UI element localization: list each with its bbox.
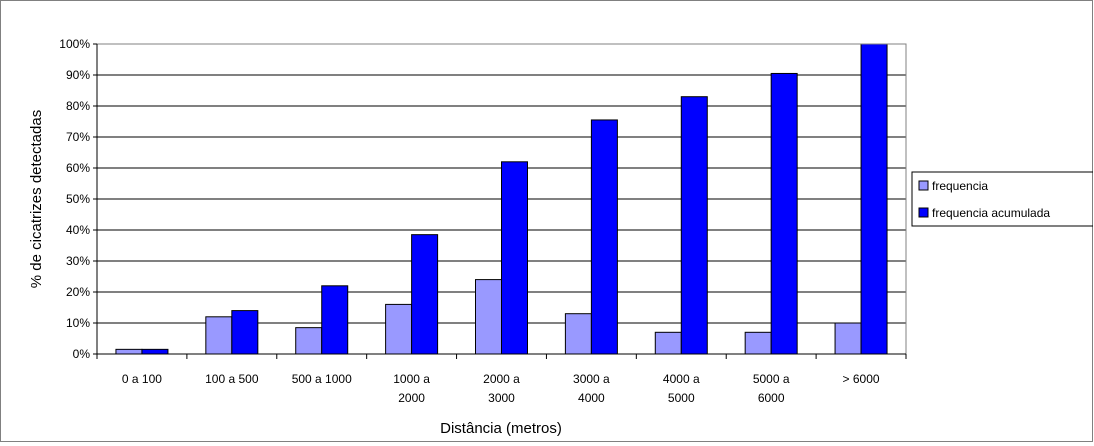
y-tick-label: 50%: [66, 192, 90, 206]
x-tick-label: 2000 a 3000: [483, 372, 520, 405]
y-tick-label: 20%: [66, 285, 90, 299]
y-tick-label: 70%: [66, 130, 90, 144]
bar-frequencia-acumulada: [411, 234, 439, 355]
legend-label-frequencia-acumulada: frequencia acumulada: [932, 206, 1050, 220]
x-tick-label: 100 a 500: [205, 372, 259, 386]
x-tick-label: > 6000: [843, 372, 880, 386]
bars: [115, 43, 888, 355]
bar-frequencia: [115, 348, 143, 355]
y-tick-label: 100%: [59, 37, 90, 51]
bar-frequencia: [475, 279, 502, 355]
x-tick-label: 1000 a 2000: [393, 372, 430, 405]
x-tick-label: 500 a 1000: [292, 372, 352, 386]
legend-swatch-frequencia-acumulada: [918, 207, 929, 218]
y-axis-label: % de cicatrizes detectadas: [28, 110, 45, 288]
y-tick-labels: 0% 10% 20% 30% 40% 50% 60% 70% 80% 90% 100%: [59, 37, 90, 361]
y-tick-label: 40%: [66, 223, 90, 237]
bar-frequencia-acumulada: [321, 285, 349, 355]
bar-frequencia: [654, 331, 682, 355]
bar-frequencia-acumulada: [680, 96, 708, 355]
bar-frequencia: [205, 316, 233, 355]
legend-swatch-frequencia: [918, 180, 929, 191]
y-tick-label: 60%: [66, 161, 90, 175]
bar-frequencia: [385, 303, 413, 355]
y-tick-label: 10%: [66, 316, 90, 330]
legend-box: [911, 171, 1094, 227]
y-tick-label: 80%: [66, 99, 90, 113]
bar-frequencia: [564, 313, 592, 355]
bar-frequencia-acumulada: [860, 43, 888, 355]
x-tick-label: 4000 a 5000: [663, 372, 700, 405]
y-tick-label: 0%: [73, 347, 91, 361]
x-axis-label: Distância (metros): [440, 420, 562, 437]
bar-frequencia-acumulada: [590, 119, 618, 355]
bar-frequencia-acumulada: [141, 348, 169, 355]
y-tick-label: 30%: [66, 254, 90, 268]
bar-frequencia: [295, 327, 323, 355]
x-tick-labels: 0 a 100 100 a 500 500 a 1000 1000 a 2000 2000…: [122, 372, 880, 405]
axes: [93, 43, 907, 359]
x-tick-label: 0 a 100: [122, 372, 162, 386]
bar-frequencia-acumulada: [501, 161, 528, 355]
x-tick-label: 5000 a 6000: [753, 372, 790, 405]
bar-frequencia-acumulada: [231, 310, 259, 355]
y-tick-label: 90%: [66, 68, 90, 82]
x-tick-label: 3000 a 4000: [573, 372, 610, 405]
legend-label-frequencia: frequencia: [932, 179, 988, 193]
bar-frequencia: [834, 322, 862, 355]
legend: frequencia frequencia acumulada: [911, 171, 1094, 227]
bar-frequencia-acumulada: [770, 72, 798, 355]
bar-frequencia: [744, 331, 772, 355]
